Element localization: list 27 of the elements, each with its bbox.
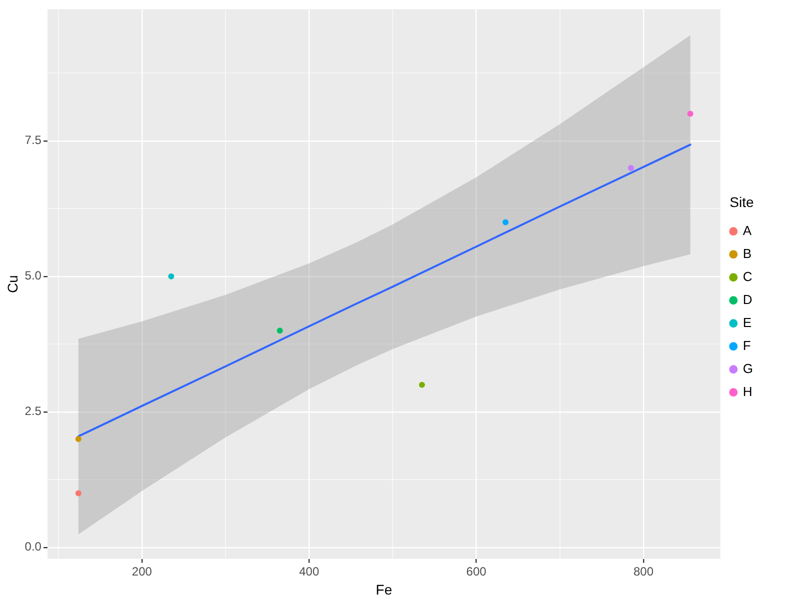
x-tick-label: 800 (633, 564, 654, 578)
legend-label: D (742, 292, 752, 307)
point (276, 328, 283, 334)
point (168, 273, 174, 280)
x-axis-title: Fe (376, 581, 392, 598)
legend-label: E (742, 314, 752, 330)
legend-label: C (742, 268, 752, 284)
y-tick-label: 5.0 (24, 268, 42, 283)
y-tick-label: 0.0 (24, 540, 42, 554)
y-tick-label: 7.5 (24, 133, 42, 148)
point (502, 219, 509, 226)
y-tick-label: 2.5 (24, 404, 42, 418)
legend-label: A (742, 222, 752, 238)
legend-label: B (742, 246, 752, 261)
y-axis-title: Cu (4, 275, 20, 293)
point (418, 382, 425, 388)
point (687, 110, 694, 117)
x-tick-label: 600 (466, 564, 487, 578)
x-tick-label: 200 (132, 564, 152, 578)
legend-label: F (742, 338, 751, 353)
legend-label: G (742, 360, 754, 376)
x-tick-label: 400 (299, 564, 320, 578)
point (628, 165, 634, 172)
legend-label: H (742, 384, 752, 399)
point (75, 490, 82, 496)
point (75, 436, 82, 442)
legend-title: Site (730, 194, 754, 210)
